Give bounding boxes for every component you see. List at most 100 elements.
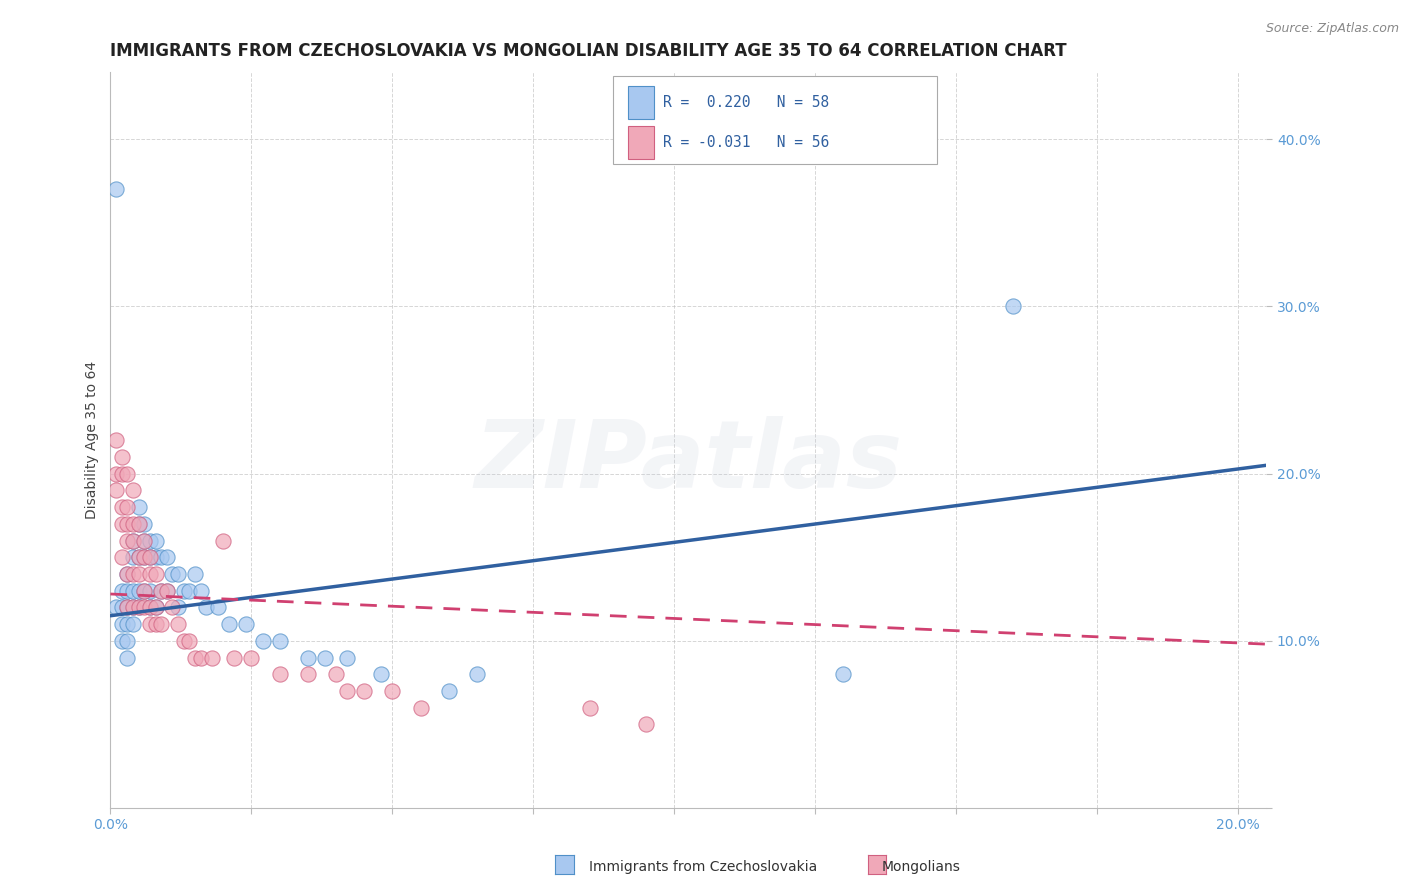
- Point: [336, 684, 359, 698]
- Point: [134, 550, 156, 565]
- Point: [156, 583, 179, 598]
- Point: [117, 633, 139, 648]
- Point: [145, 600, 167, 615]
- Point: [111, 633, 134, 648]
- Point: [128, 600, 150, 615]
- Point: [105, 182, 128, 196]
- Point: [117, 566, 139, 581]
- Point: [122, 600, 145, 615]
- Point: [353, 684, 375, 698]
- Point: [122, 600, 145, 615]
- Text: Immigrants from Czechoslovakia: Immigrants from Czechoslovakia: [589, 860, 817, 874]
- Point: [128, 583, 150, 598]
- Point: [111, 617, 134, 632]
- Point: [156, 550, 179, 565]
- Point: [184, 650, 207, 665]
- Point: [134, 583, 156, 598]
- Point: [139, 600, 162, 615]
- Point: [578, 700, 600, 714]
- Point: [134, 583, 156, 598]
- Point: [134, 550, 156, 565]
- Point: [139, 583, 162, 598]
- Point: [128, 500, 150, 514]
- Point: [212, 533, 235, 548]
- Point: [150, 583, 173, 598]
- Point: [179, 633, 201, 648]
- Point: [195, 600, 218, 615]
- Point: [111, 516, 134, 531]
- Point: [224, 650, 246, 665]
- Point: [145, 617, 167, 632]
- Point: [122, 617, 145, 632]
- Text: Mongolians: Mongolians: [882, 860, 960, 874]
- Point: [218, 617, 240, 632]
- Point: [173, 583, 195, 598]
- Point: [117, 516, 139, 531]
- Point: [139, 566, 162, 581]
- Point: [134, 516, 156, 531]
- Point: [145, 566, 167, 581]
- Point: [122, 483, 145, 498]
- Point: [156, 583, 179, 598]
- Point: [117, 583, 139, 598]
- Point: [128, 516, 150, 531]
- Point: [139, 533, 162, 548]
- Point: [111, 467, 134, 481]
- Point: [465, 667, 488, 681]
- Point: [105, 483, 128, 498]
- Point: [252, 633, 274, 648]
- Point: [1001, 300, 1024, 314]
- Point: [117, 600, 139, 615]
- Point: [370, 667, 392, 681]
- Point: [145, 533, 167, 548]
- Point: [105, 600, 128, 615]
- Point: [162, 566, 184, 581]
- Point: [167, 600, 190, 615]
- Point: [105, 467, 128, 481]
- Point: [122, 583, 145, 598]
- Point: [117, 500, 139, 514]
- Point: [117, 566, 139, 581]
- Text: IMMIGRANTS FROM CZECHOSLOVAKIA VS MONGOLIAN DISABILITY AGE 35 TO 64 CORRELATION : IMMIGRANTS FROM CZECHOSLOVAKIA VS MONGOL…: [111, 42, 1067, 60]
- Point: [240, 650, 263, 665]
- Point: [128, 550, 150, 565]
- Point: [190, 583, 212, 598]
- Text: R = -0.031   N = 56: R = -0.031 N = 56: [664, 136, 830, 151]
- Point: [139, 617, 162, 632]
- Point: [173, 633, 195, 648]
- Point: [201, 650, 224, 665]
- Bar: [628, 127, 654, 160]
- Point: [111, 450, 134, 464]
- Point: [297, 650, 319, 665]
- Point: [269, 667, 291, 681]
- Point: [179, 583, 201, 598]
- Point: [150, 550, 173, 565]
- Point: [150, 583, 173, 598]
- Point: [139, 600, 162, 615]
- Bar: [628, 86, 654, 119]
- Point: [235, 617, 257, 632]
- Y-axis label: Disability Age 35 to 64: Disability Age 35 to 64: [86, 361, 100, 519]
- Point: [139, 550, 162, 565]
- Point: [122, 533, 145, 548]
- Point: [437, 684, 460, 698]
- Point: [184, 566, 207, 581]
- Point: [134, 533, 156, 548]
- Point: [117, 467, 139, 481]
- Point: [111, 600, 134, 615]
- Point: [128, 566, 150, 581]
- Point: [269, 633, 291, 648]
- Point: [105, 434, 128, 448]
- Point: [111, 550, 134, 565]
- Point: [111, 583, 134, 598]
- Point: [636, 717, 658, 731]
- Point: [111, 500, 134, 514]
- FancyBboxPatch shape: [613, 76, 936, 164]
- Point: [134, 533, 156, 548]
- Point: [117, 617, 139, 632]
- Point: [381, 684, 404, 698]
- Point: [145, 550, 167, 565]
- Point: [167, 566, 190, 581]
- Point: [145, 600, 167, 615]
- Text: ZIPatlas: ZIPatlas: [474, 417, 903, 508]
